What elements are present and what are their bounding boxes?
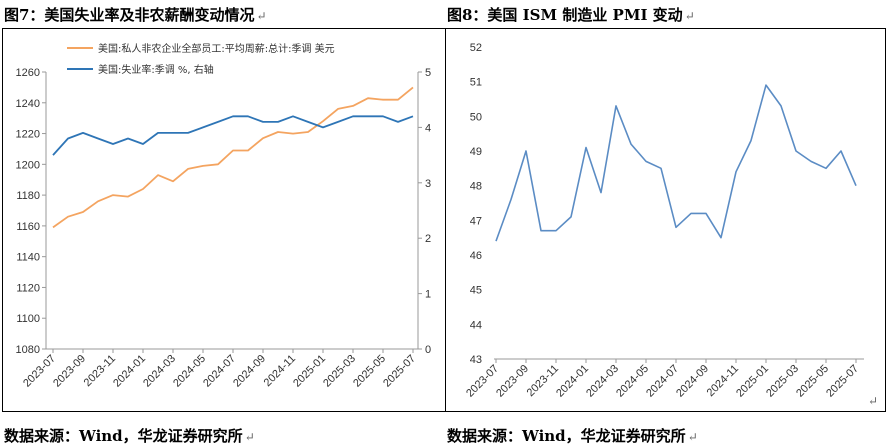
left-y-tick-label: 1180 [16, 190, 40, 202]
x-tick-label: 2024-07 [644, 363, 681, 400]
left-y-tick-label: 1120 [16, 282, 40, 294]
x-tick-label: 2024-01 [554, 363, 591, 400]
x-tick-label: 2024-03 [584, 363, 621, 400]
x-tick-label: 2025-03 [321, 353, 358, 390]
y-tick-label: 44 [470, 319, 482, 331]
x-tick-label: 2023-09 [51, 353, 88, 390]
legend-label-2: 美国:失业率:季调 %, 右轴 [98, 63, 214, 76]
right-chart-frame: 43 44 45 46 47 48 49 50 51 52 2023-07 2023-09 2023-1… [445, 28, 886, 412]
left-y-tick-label: 1100 [16, 313, 40, 325]
left-y-tick-label: 1080 [16, 344, 40, 356]
left-y-tick-label: 1260 [16, 67, 40, 79]
y-tick-label: 48 [470, 181, 482, 193]
x-tick-label: 2025-01 [291, 353, 328, 390]
left-source-note: 数据来源：Wind，华龙证券研究所 ↵ [4, 427, 255, 445]
series-line-1 [52, 86, 414, 229]
x-tick-label: 2025-01 [734, 363, 771, 400]
y-tick-label: 43 [470, 354, 482, 366]
pmi-series-line [495, 84, 857, 242]
y-tick-label: 49 [470, 146, 482, 158]
left-y-tick-label: 1240 [16, 98, 40, 110]
x-tick-label: 2025-05 [351, 353, 388, 390]
left-chart-frame: 1080 1100 1120 1140 1160 1180 1200 1220 1240 1260… [2, 28, 446, 412]
series-line-2 [52, 115, 414, 156]
y-tick-label: 45 [470, 285, 482, 297]
left-y-tick-label: 1160 [16, 221, 40, 233]
x-tick-label: 2025-03 [764, 363, 801, 400]
right-y-tick-label: 4 [425, 122, 431, 134]
x-tick-label: 2023-07 [464, 363, 501, 400]
left-y-tick-label: 1200 [16, 159, 40, 171]
left-chart: 1080110011201140116011801200122012401260… [16, 42, 432, 390]
return-mark: ↵ [868, 394, 879, 408]
x-tick-label: 2024-05 [171, 353, 208, 390]
right-y-tick-label: 0 [425, 344, 431, 356]
x-tick-label: 2024-09 [674, 363, 711, 400]
right-y-tick-label: 1 [425, 289, 431, 301]
y-tick-label: 51 [470, 77, 482, 89]
x-tick-label: 2025-07 [824, 363, 861, 400]
right-y-tick-label: 5 [425, 67, 431, 79]
x-tick-label: 2024-03 [141, 353, 178, 390]
x-tick-label: 2024-07 [201, 353, 238, 390]
right-y-tick-label: 3 [425, 178, 431, 190]
right-chart: 434445464748495051522023-072023-092023-1… [464, 42, 864, 400]
right-y-tick-label: 2 [425, 233, 431, 245]
x-tick-label: 2024-05 [614, 363, 651, 400]
y-tick-label: 50 [470, 111, 482, 123]
y-tick-label: 46 [470, 250, 482, 262]
right-source-note: 数据来源：Wind，华龙证券研究所 ↵ [447, 427, 698, 445]
x-tick-label: 2023-09 [494, 363, 531, 400]
y-tick-label: 47 [470, 215, 482, 227]
y-tick-label: 52 [470, 42, 482, 54]
right-chart-title: 图8：美国 ISM 制造业 PMI 变动 ↵ [447, 6, 695, 24]
x-tick-label: 2024-09 [231, 353, 268, 390]
legend-label-1: 美国:私人非农企业全部员工:平均周薪:总计:季调 美元 [98, 42, 335, 55]
x-tick-label: 2023-07 [21, 353, 58, 390]
left-y-tick-label: 1140 [16, 252, 40, 264]
x-tick-label: 2025-07 [381, 353, 418, 390]
x-tick-label: 2025-05 [794, 363, 831, 400]
left-chart-title: 图7：美国失业率及非农薪酬变动情况 ↵ [4, 6, 267, 24]
x-tick-label: 2024-01 [111, 353, 148, 390]
left-y-tick-label: 1220 [16, 129, 40, 141]
